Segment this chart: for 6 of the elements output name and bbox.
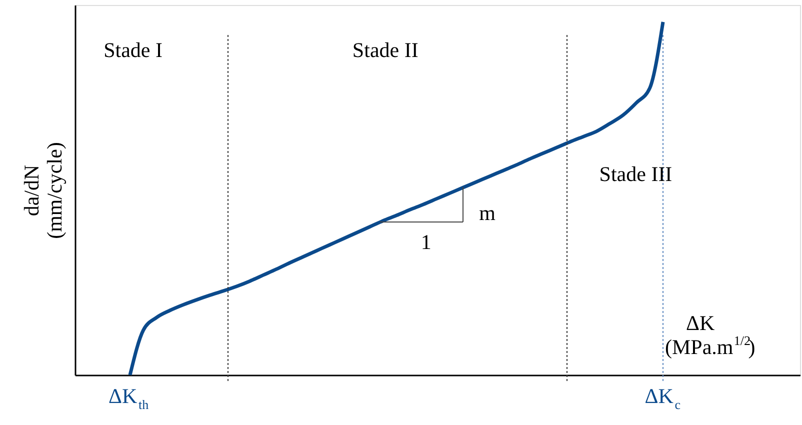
annotation: Stade III xyxy=(599,162,672,186)
annotation: m xyxy=(479,201,496,225)
annotation: 1 xyxy=(420,230,432,254)
annotation: Stade II xyxy=(352,38,418,62)
y-axis-title: da/dN (mm/cycle) xyxy=(20,142,66,239)
annotation: Stade I xyxy=(104,38,162,62)
